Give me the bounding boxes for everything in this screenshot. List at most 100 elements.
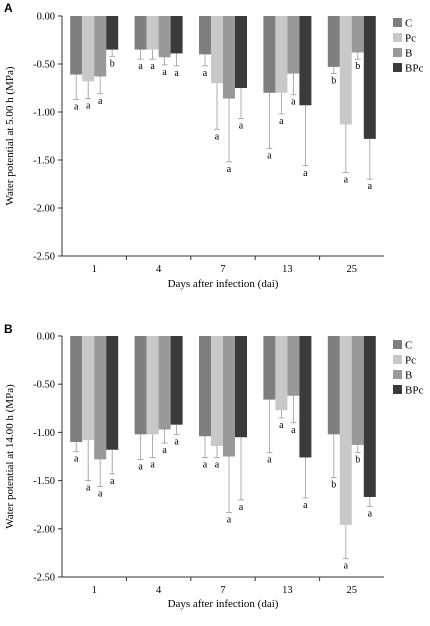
significance-letter: b: [110, 58, 115, 69]
y-tick-label: -1.00: [33, 108, 55, 119]
bar-c-day-1: [70, 336, 83, 443]
significance-letter: a: [239, 121, 244, 132]
significance-letter: a: [98, 488, 103, 499]
bar-c-day-25: [327, 16, 340, 67]
bar-pc-day-25: [339, 16, 352, 125]
bar-c-day-4: [134, 336, 147, 435]
significance-letter: a: [267, 455, 272, 466]
legend: C Pc B BPc: [393, 18, 423, 75]
bar-bpc-day-13: [299, 16, 312, 106]
significance-letter: a: [215, 131, 220, 142]
significance-letter: a: [110, 476, 115, 487]
x-tick-label: 7: [220, 585, 225, 596]
significance-letter: a: [162, 445, 167, 456]
bar-b-day-13: [287, 336, 300, 396]
bar-c-day-13: [263, 336, 276, 400]
legend-label-pc: Pc: [405, 33, 416, 45]
panel-letter: A: [4, 1, 13, 15]
significance-letter: a: [344, 561, 349, 572]
bar-pc-day-1: [82, 336, 95, 441]
bar-bpc-day-7: [235, 336, 247, 438]
legend-label-b: B: [405, 370, 412, 382]
significance-letter: a: [138, 61, 143, 72]
significance-letter: a: [162, 67, 167, 78]
bar-b-day-1: [94, 16, 107, 77]
significance-letter: b: [331, 76, 336, 87]
significance-letter: b: [355, 455, 360, 466]
x-tick-label: 7: [220, 264, 225, 275]
bar-pc-day-7: [211, 16, 223, 84]
legend-label-b: B: [405, 48, 412, 60]
bar-pc-day-4: [146, 16, 159, 50]
bar-pc-day-13: [275, 16, 288, 93]
bar-bpc-day-4: [170, 336, 183, 425]
bar-c-day-4: [134, 16, 147, 50]
legend-swatch-bpc: [393, 385, 402, 394]
significance-letter: a: [203, 68, 208, 79]
significance-letter: a: [303, 500, 308, 511]
bar-pc-day-4: [146, 336, 159, 435]
bar-bpc-day-1: [106, 336, 119, 450]
y-tick-label: -2.50: [33, 573, 55, 584]
x-tick-label: 4: [156, 585, 162, 596]
significance-letter: a: [279, 116, 284, 127]
significance-letter: a: [150, 459, 155, 470]
y-axis-title: Water potential at 14.00 h (MPa): [4, 384, 16, 529]
y-tick-label: -2.00: [33, 204, 55, 215]
significance-letter: a: [239, 502, 244, 513]
legend-swatch-bpc: [393, 63, 402, 72]
legend-swatch-b: [393, 370, 402, 379]
legend-label-pc: Pc: [405, 355, 416, 367]
x-tick-label: 4: [156, 264, 162, 275]
y-tick-label: -0.50: [33, 380, 55, 391]
y-tick-label: -2.50: [33, 252, 55, 263]
bar-bpc-day-7: [235, 16, 247, 88]
bar-c-day-7: [199, 336, 211, 437]
significance-letter: a: [227, 514, 232, 525]
bar-pc-day-7: [211, 336, 223, 446]
significance-letter: a: [215, 459, 220, 470]
bar-c-day-1: [70, 16, 83, 75]
bar-b-day-13: [287, 16, 300, 74]
significance-letter: a: [174, 68, 179, 79]
significance-letter: a: [303, 168, 308, 179]
legend: C Pc B BPc: [393, 340, 423, 397]
y-tick-label: -1.00: [33, 428, 55, 439]
bar-b-day-7: [223, 336, 235, 457]
x-tick-label: 25: [347, 264, 358, 275]
significance-letter: b: [355, 61, 360, 72]
bar-c-day-7: [199, 16, 211, 55]
x-tick-label: 1: [92, 264, 97, 275]
bar-c-day-13: [263, 16, 276, 93]
bar-b-day-1: [94, 336, 107, 460]
chart-panel-B: B 0.00 -0.50 -1.00 -1.50 -2.00 -2.50 Water pote…: [4, 322, 423, 610]
significance-letter: a: [203, 459, 208, 470]
significance-letter: a: [291, 425, 296, 436]
y-tick-label: 0.00: [37, 12, 55, 23]
significance-letter: a: [150, 61, 155, 72]
legend-label-bpc: BPc: [405, 63, 423, 75]
significance-letter: a: [227, 164, 232, 175]
y-axis-title: Water potential at 5.00 h (MPa): [4, 66, 16, 205]
significance-letter: b: [331, 480, 336, 491]
x-axis-title: Days after infection (dai): [168, 598, 279, 610]
y-tick-label: 0.00: [37, 332, 55, 343]
panel-letter: B: [4, 322, 13, 336]
significance-letter: a: [279, 420, 284, 431]
significance-letter: a: [344, 174, 349, 185]
bar-bpc-day-25: [363, 336, 376, 497]
bar-pc-day-13: [275, 336, 288, 411]
legend-swatch-c: [393, 18, 402, 27]
x-tick-label: 13: [282, 264, 293, 275]
significance-letter: a: [291, 97, 296, 108]
significance-letter: a: [267, 150, 272, 161]
bar-b-day-7: [223, 16, 235, 99]
y-tick-label: -1.50: [33, 156, 55, 167]
x-tick-label: 1: [92, 585, 97, 596]
legend-swatch-pc: [393, 33, 402, 42]
significance-letter: a: [98, 96, 103, 107]
bar-b-day-4: [158, 336, 171, 430]
significance-letter: a: [174, 436, 179, 447]
chart-panel-A: A 0.00 -0.50 -1.00 -1.50 -2.00 -2.50 Water pote…: [4, 1, 423, 290]
